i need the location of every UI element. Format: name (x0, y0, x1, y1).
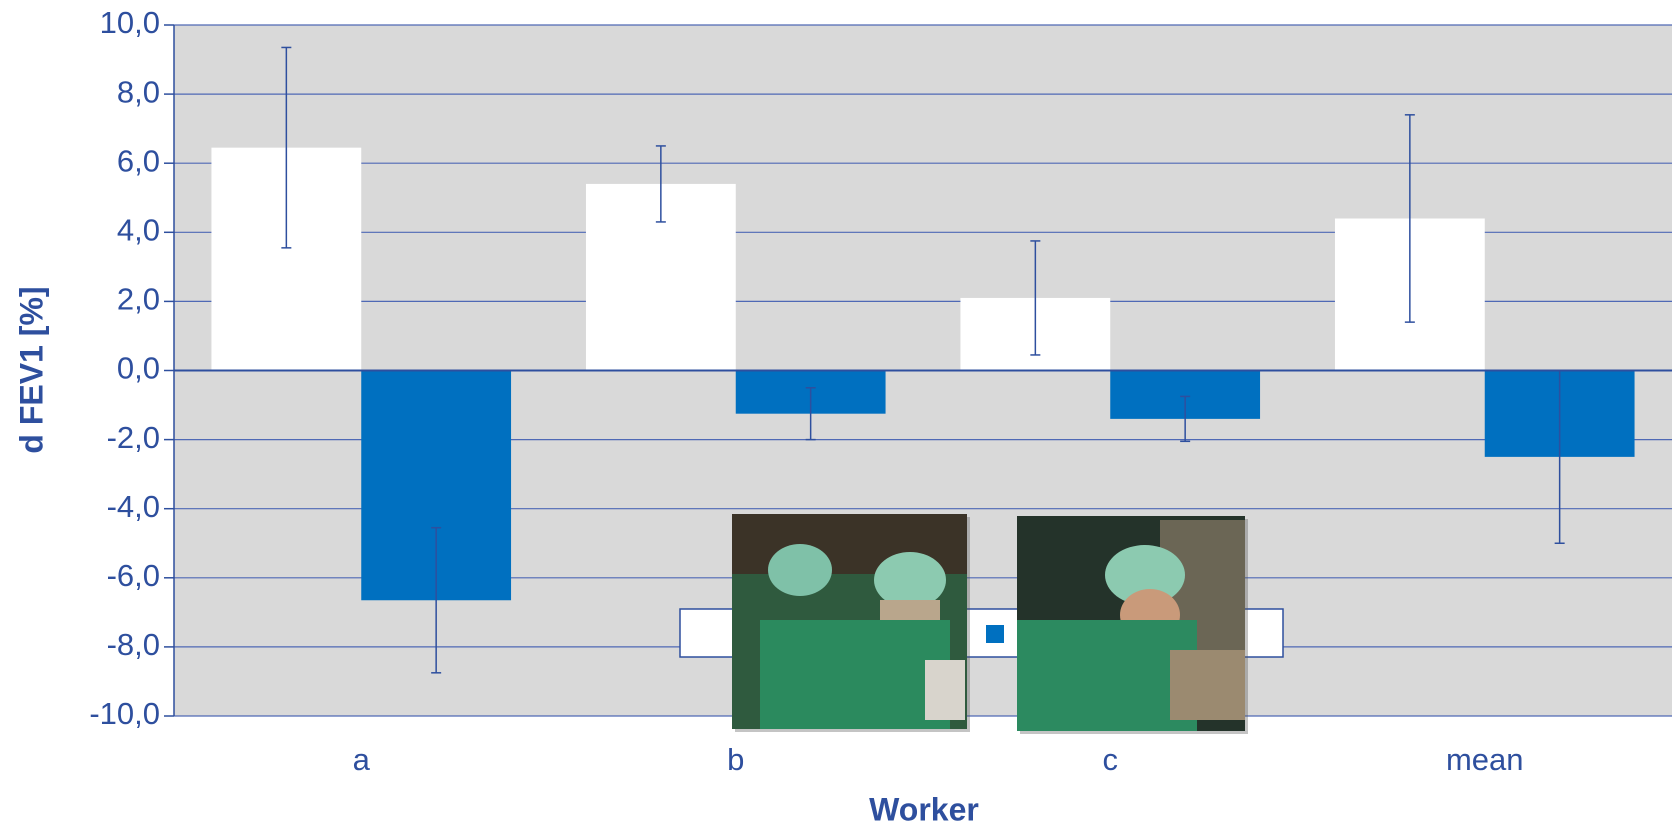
legend-overlay (679, 514, 1284, 734)
x-tick-label: mean (1446, 742, 1524, 777)
y-tick-label: 6,0 (117, 143, 160, 178)
error-bar (281, 46, 292, 249)
error-bar (805, 387, 816, 441)
y-tick-label: -4,0 (107, 489, 160, 524)
y-axis-title: d FEV1 [%] (13, 286, 49, 453)
y-tick-label: -2,0 (107, 420, 160, 455)
x-tick-label: b (727, 742, 744, 777)
y-tick-label: -10,0 (89, 696, 160, 731)
y-tick-label: -8,0 (107, 627, 160, 662)
y-tick-label: 10,0 (100, 5, 160, 40)
legend-swatch (986, 625, 1004, 643)
photo (732, 514, 970, 732)
y-tick-label: 0,0 (117, 351, 160, 386)
bars: a b c mean (174, 46, 1672, 777)
y-tick-label: 2,0 (117, 282, 160, 317)
photo (1017, 516, 1248, 734)
error-bar (1030, 240, 1041, 356)
error-bar (431, 526, 442, 674)
x-axis-title: Worker (869, 791, 979, 827)
y-tick-label: 4,0 (117, 212, 160, 247)
x-tick-label: c (1103, 742, 1119, 777)
y-tick-label: -6,0 (107, 558, 160, 593)
error-bar (1404, 114, 1415, 323)
error-bar (655, 145, 666, 223)
x-tick-label: a (353, 742, 371, 777)
error-bar (1180, 395, 1191, 443)
y-tick-label: 8,0 (117, 74, 160, 109)
